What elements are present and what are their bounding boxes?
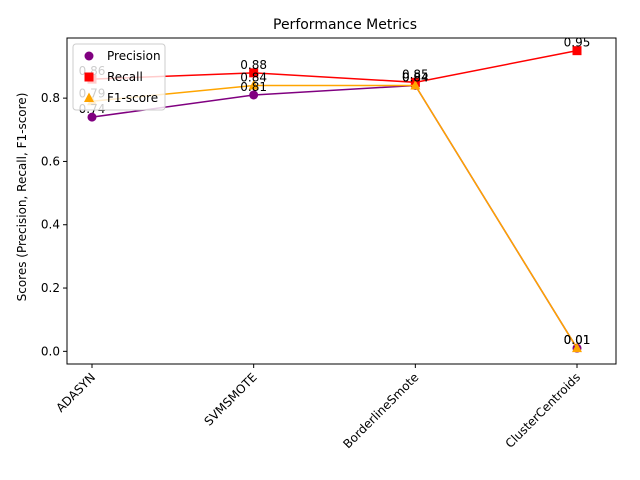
data-point-precision (249, 90, 259, 100)
y-tick-label: 0.8 (41, 91, 60, 105)
legend-box (72, 43, 166, 111)
data-label-recall: 0.85 (402, 67, 429, 81)
data-label-precision: 0.84 (402, 70, 429, 84)
y-tick-label: 0.0 (41, 344, 60, 358)
data-label-precision: 0.81 (240, 80, 267, 94)
series-line-f1-score (91, 84, 578, 349)
data-point-recall (572, 46, 582, 56)
x-tick-label: ClusterCentroids (503, 370, 584, 451)
data-label-f1-score: 0.84 (240, 70, 267, 84)
legend-marker-precision (84, 51, 94, 61)
data-point-precision (87, 112, 97, 122)
series-line-precision (91, 84, 578, 349)
data-point-f1-score (410, 79, 421, 90)
data-point-recall (249, 68, 259, 78)
x-tick-label: ADASYN (53, 370, 98, 415)
data-label-f1-score: 0.84 (402, 70, 429, 84)
x-tick-label: SVMSMOTE (201, 370, 259, 428)
data-label-recall: 0.95 (564, 36, 591, 50)
data-label-recall: 0.88 (240, 58, 267, 72)
legend-marker-f1-score (84, 92, 94, 102)
legend-label-f1-score: F1-score (107, 91, 158, 105)
y-tick-label: 0.2 (41, 281, 60, 295)
y-axis-title: Scores (Precision, Recall, F1-score) (15, 93, 29, 302)
legend-label-recall: Recall (107, 70, 143, 84)
y-tick-label: 0.4 (41, 218, 60, 232)
data-label-f1-score: 0.01 (564, 333, 591, 347)
data-point-f1-score (572, 342, 582, 353)
legend-label-precision: Precision (107, 49, 161, 63)
y-tick-label: 0.6 (41, 154, 60, 168)
chart-title: Performance Metrics (273, 17, 417, 33)
data-point-f1-score (248, 79, 259, 90)
x-tick-label: BorderlineSmote (340, 370, 421, 451)
legend-marker-recall (84, 72, 94, 82)
data-label-precision: 0.01 (564, 333, 591, 347)
series-line-recall (91, 49, 578, 84)
plot-frame (66, 37, 617, 365)
legend: Precision Recall F1-score (72, 43, 166, 111)
